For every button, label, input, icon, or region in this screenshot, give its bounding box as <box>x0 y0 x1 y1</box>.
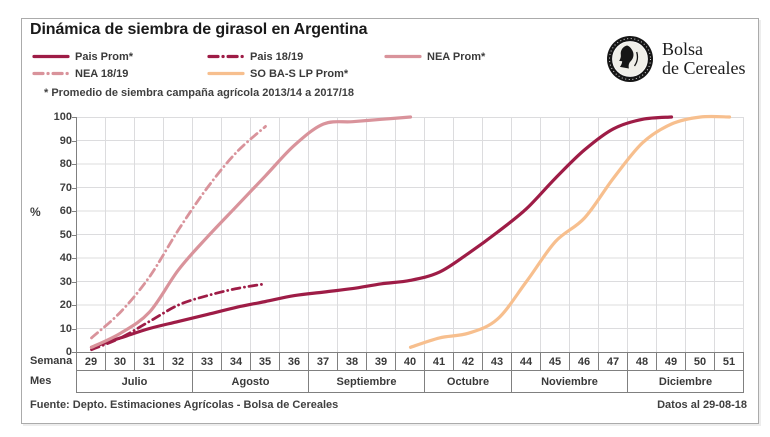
y-axis-tick <box>72 328 77 330</box>
y-axis-tick <box>72 258 77 259</box>
week-label: 46 <box>570 353 599 370</box>
y-axis-tick-label: 30 <box>59 275 72 288</box>
y-axis-tick-label: 50 <box>59 228 72 241</box>
y-axis-tick <box>72 187 77 189</box>
week-label: 33 <box>193 353 222 370</box>
y-axis-title: % <box>30 205 41 219</box>
plot-area <box>76 114 745 352</box>
legend-swatch-solid <box>32 54 70 59</box>
series-line <box>90 125 267 340</box>
week-label: 51 <box>715 353 744 370</box>
month-label: Octubre <box>425 371 512 392</box>
legend-swatch-dashed <box>207 54 245 59</box>
week-label: 36 <box>280 353 309 370</box>
week-label: 35 <box>251 353 280 370</box>
y-axis-tick <box>72 117 77 118</box>
month-label: Diciembre <box>628 371 744 392</box>
y-axis-tick <box>72 352 77 353</box>
month-label: Julio <box>77 371 193 392</box>
logo-text-line2: de Cereales <box>662 58 746 78</box>
legend-note: * Promedio de siembra campaña agrícola 2… <box>44 87 355 99</box>
legend-item: NEA 18/19 <box>32 66 207 81</box>
week-label: 45 <box>541 353 570 370</box>
legend-swatch-solid <box>207 71 245 76</box>
y-axis-tick <box>72 211 77 212</box>
legend-swatch-dashed <box>32 71 70 76</box>
week-label: 31 <box>135 353 164 370</box>
y-axis-tick-label: 80 <box>59 158 72 170</box>
y-axis-tick <box>72 305 77 306</box>
legend-item: SO BA-S LP Prom* <box>207 66 384 81</box>
y-axis-tick-label: 100 <box>53 111 72 123</box>
series-line <box>90 282 267 352</box>
legend-label: NEA Prom* <box>427 50 486 63</box>
month-label: Agosto <box>193 371 309 392</box>
week-label: 48 <box>628 353 657 370</box>
y-axis-tick <box>72 281 77 283</box>
series-line <box>408 114 732 349</box>
week-label: 43 <box>483 353 512 370</box>
legend-label: Pais 18/19 <box>250 50 304 63</box>
series-line <box>89 115 413 349</box>
y-axis-tick-label: 20 <box>59 299 72 311</box>
legend-swatch-solid <box>384 54 422 59</box>
gridlines <box>77 117 744 352</box>
week-label: 38 <box>338 353 367 370</box>
y-axis-tick-label: 70 <box>59 181 72 194</box>
plot-canvas <box>77 114 744 352</box>
week-label: 40 <box>396 353 425 370</box>
legend: Pais Prom* Pais 18/19 NEA Prom* NEA 18/19 SO… <box>32 49 485 81</box>
week-label: 41 <box>425 353 454 370</box>
y-axis-tick-label: 60 <box>59 205 72 217</box>
week-label: 29 <box>77 353 106 370</box>
y-axis-tick <box>72 140 77 142</box>
week-label: 34 <box>222 353 251 370</box>
y-axis-tick-label: 10 <box>59 322 72 335</box>
legend-label: SO BA-S LP Prom* <box>250 67 349 80</box>
logo-text: Bolsa de Cereales <box>662 40 745 78</box>
legend-item: Pais Prom* <box>32 49 207 64</box>
logo-text-line1: Bolsa <box>662 39 704 59</box>
week-label: 30 <box>106 353 135 370</box>
week-label: 37 <box>309 353 338 370</box>
week-label: 39 <box>367 353 396 370</box>
bolsa-seal-icon <box>607 36 653 82</box>
x-axis-label-semana: Semana <box>30 355 73 367</box>
y-axis-tick-label: 90 <box>59 134 72 147</box>
y-axis-tick <box>72 164 77 165</box>
logo: Bolsa de Cereales <box>606 35 745 83</box>
month-label: Noviembre <box>512 371 628 392</box>
week-label: 49 <box>657 353 686 370</box>
week-row: 29 30 31 32 33 34 35 36 37 38 39 40 41 42 43 44 45 46 47 48… <box>76 352 744 371</box>
x-axis-label-mes: Mes <box>30 375 52 387</box>
week-label: 42 <box>454 353 483 370</box>
series-line <box>89 115 674 349</box>
legend-item: Pais 18/19 <box>207 49 384 64</box>
legend-item: NEA Prom* <box>384 49 485 64</box>
legend-label: NEA 18/19 <box>75 67 129 80</box>
week-label: 32 <box>164 353 193 370</box>
y-axis-tick <box>72 234 77 236</box>
data-date: Datos al 29-08-18 <box>657 399 747 411</box>
chart-title: Dinámica de siembra de girasol en Argent… <box>30 21 368 38</box>
month-label: Septiembre <box>309 371 425 392</box>
y-axis-tick-label: 0 <box>65 346 72 358</box>
month-row: Julio Agosto Septiembre Octubre Noviembre Dic… <box>76 371 744 393</box>
week-label: 47 <box>599 353 628 370</box>
legend-label: Pais Prom* <box>75 50 134 63</box>
chart-frame: Dinámica de siembra de girasol en Argent… <box>21 18 759 424</box>
week-label: 50 <box>686 353 715 370</box>
week-label: 44 <box>512 353 541 370</box>
source-note: Fuente: Depto. Estimaciones Agrícolas - … <box>30 399 339 411</box>
y-axis-tick-label: 40 <box>59 252 72 264</box>
